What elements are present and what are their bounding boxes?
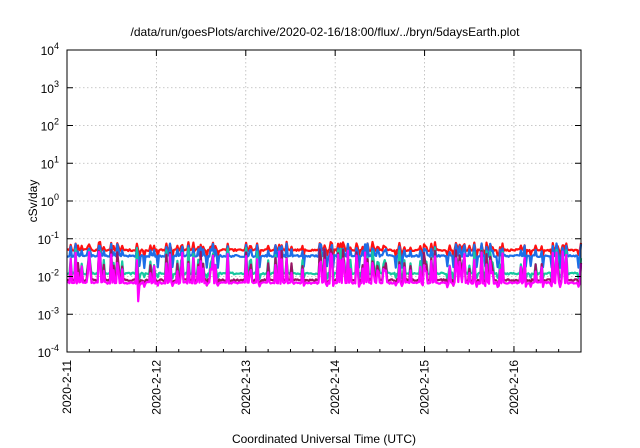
y-tick-label: 10-4 (38, 343, 59, 360)
x-axis-label: Coordinated Universal Time (UTC) (232, 432, 416, 446)
x-tick-label: 2020-2-13 (239, 360, 253, 415)
x-axis-ticks: 2020-2-11 2020-2-12 2020-2-13 2020-2-14 2020… (60, 50, 582, 415)
y-tick-label: 10-1 (38, 230, 59, 247)
x-tick-label: 2020-2-11 (60, 360, 74, 414)
x-tick-label: 2020-2-15 (418, 360, 432, 415)
x-tick-label: 2020-2-14 (328, 360, 342, 415)
x-tick-label: 2020-2-16 (507, 360, 521, 415)
y-axis-ticks: 10-4 10-3 10-2 10-1 100 101 102 103 104 (38, 41, 581, 360)
series-group (66, 240, 583, 303)
series-line-red (66, 240, 583, 259)
y-tick-label: 10-3 (38, 305, 59, 322)
grid (67, 50, 581, 352)
x-tick-label: 2020-2-12 (149, 360, 163, 415)
y-axis-label: cSv/day (26, 180, 40, 223)
y-tick-label: 102 (41, 117, 59, 134)
chart-title: /data/run/goesPlots/archive/2020-02-16/1… (131, 25, 521, 39)
y-tick-label: 103 (41, 79, 59, 96)
y-tick-label: 10-2 (38, 268, 59, 285)
y-tick-label: 104 (41, 41, 59, 58)
y-tick-label: 101 (41, 154, 59, 171)
series-line-magenta (66, 249, 583, 303)
y-tick-label: 100 (41, 192, 59, 209)
